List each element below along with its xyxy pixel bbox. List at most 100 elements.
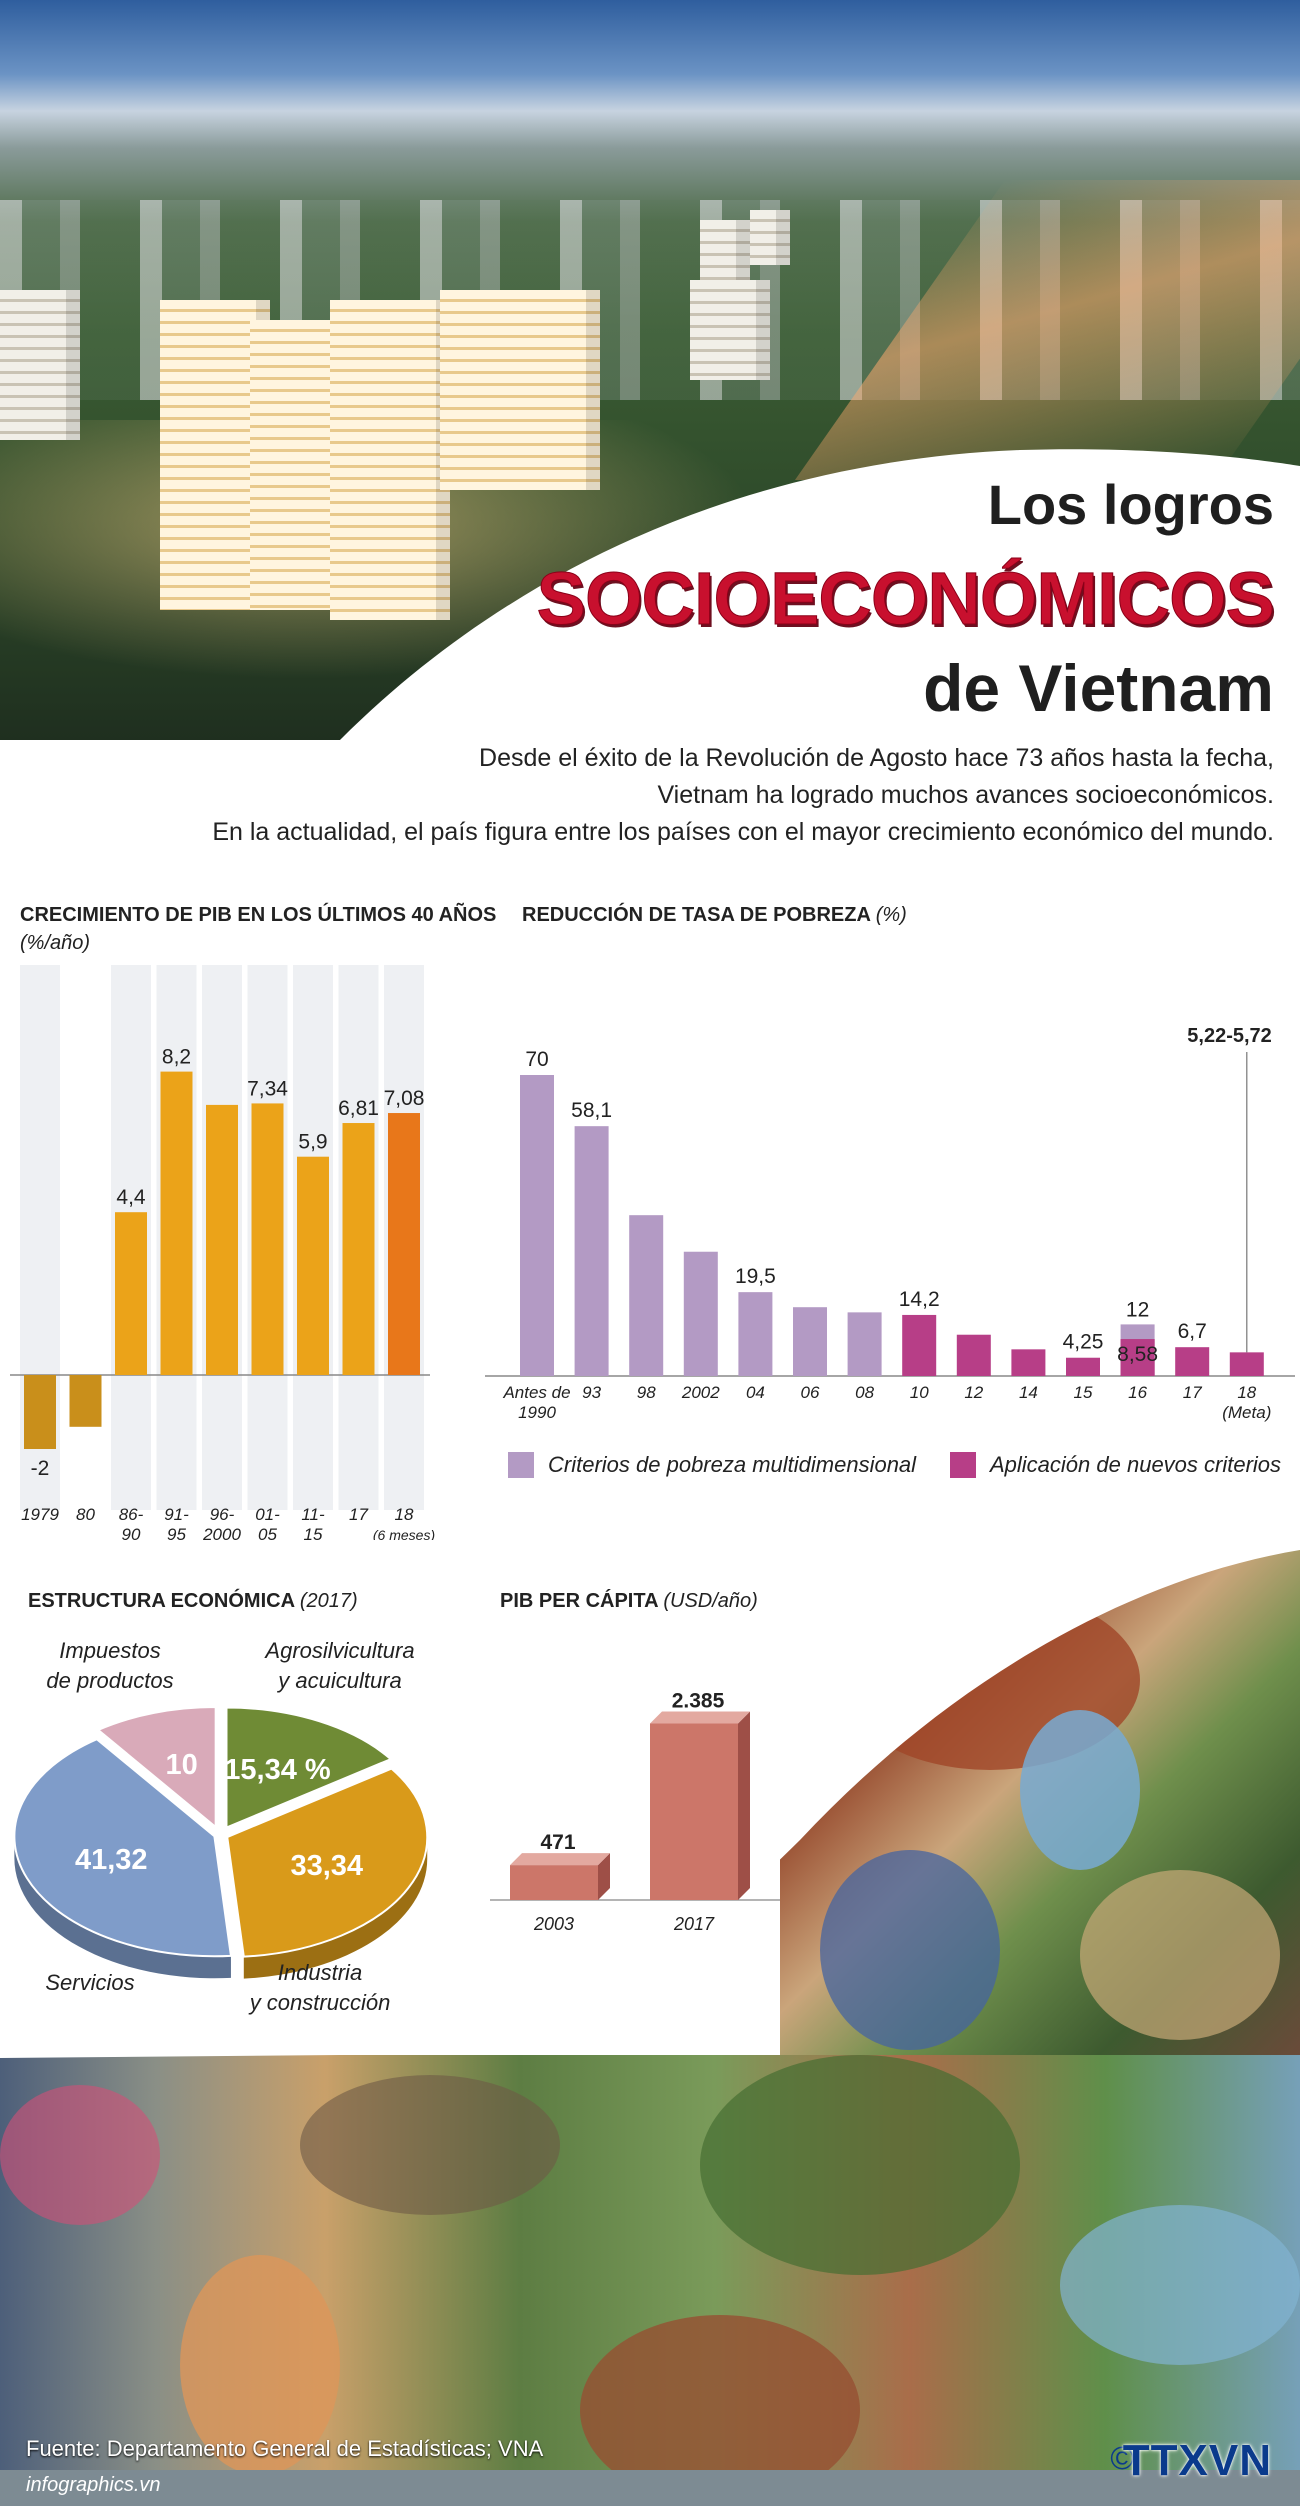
poverty-category-label: Antes de — [502, 1383, 570, 1402]
percapita-value-label: 2.385 — [672, 1690, 725, 1713]
structure-chart-year: (2017) — [299, 1590, 358, 1612]
intro-line: Vietnam ha logrado muchos avances socioe… — [657, 781, 1274, 809]
gdp-category-label: 15 — [304, 1525, 323, 1544]
poverty-bar — [574, 1126, 609, 1376]
gdp-bar — [388, 1113, 420, 1375]
gdp-chart-unit: (%/año) — [20, 932, 91, 954]
gdp-category-label: 80 — [76, 1505, 95, 1524]
poverty-value-label: 70 — [525, 1048, 548, 1071]
gdp-value-label: 6,81 — [338, 1097, 379, 1120]
poverty-bar — [1011, 1349, 1046, 1376]
percapita-bar-side — [598, 1853, 610, 1900]
poverty-bar — [1229, 1352, 1264, 1376]
gdp-category-label: 86- — [119, 1505, 144, 1524]
percapita-chart-unit: (USD/año) — [663, 1590, 758, 1612]
gdp-category-label: 2000 — [202, 1525, 241, 1544]
poverty-legend-swatch — [508, 1452, 534, 1478]
gdp-chart-title: CRECIMIENTO DE PIB EN LOS ÚLTIMOS 40 AÑO… — [20, 904, 497, 926]
gdp-category-label: 18 — [395, 1505, 414, 1524]
source-note: Fuente: Departamento General de Estadíst… — [26, 2436, 544, 2461]
pie-slice-side — [14, 1836, 231, 1979]
pie-category-label: de productos — [46, 1668, 173, 1693]
intro-paragraph: Desde el éxito de la Revolución de Agost… — [34, 740, 1274, 851]
poverty-bar — [1175, 1347, 1210, 1376]
gdp-value-label: 8,2 — [162, 1046, 191, 1069]
poverty-category-label: 16 — [1128, 1383, 1147, 1402]
poverty-bar — [1066, 1357, 1100, 1376]
poverty-category-label: 93 — [582, 1383, 601, 1402]
percapita-bar-top — [650, 1711, 750, 1724]
poverty-target-label: 5,22-5,72 — [1187, 1025, 1272, 1047]
gdp-value-label: 7,08 — [384, 1087, 425, 1110]
poverty-category-label: 2002 — [681, 1383, 720, 1402]
poverty-legend-swatch — [950, 1452, 976, 1478]
poverty-value-label: 4,25 — [1063, 1331, 1104, 1354]
rural-life-photo-collage — [0, 2055, 1300, 2506]
poverty-category-label: 14 — [1019, 1383, 1038, 1402]
poverty-bar — [902, 1314, 937, 1376]
gdp-value-label: 7,34 — [247, 1077, 288, 1100]
gdp-bar — [24, 1375, 56, 1449]
gdp-bar — [160, 1071, 193, 1375]
pie-slice — [96, 1706, 217, 1830]
poverty-value-label: 12 — [1126, 1298, 1149, 1321]
title-line-2: SOCIOECONÓMICOS — [536, 557, 1275, 641]
footer-url: infographics.vn — [26, 2474, 161, 2496]
percapita-bar-side — [738, 1711, 750, 1900]
gdp-value-label: -2 — [31, 1457, 50, 1480]
poverty-bar — [520, 1075, 554, 1376]
poverty-category-label: 15 — [1074, 1383, 1093, 1402]
pie-category-label: y acuicultura — [276, 1668, 402, 1693]
ttxvn-logo: TTXVN — [1122, 2436, 1272, 2485]
pie-category-label: Agrosilvicultura — [263, 1638, 414, 1663]
poverty-value-label: 8,58 — [1117, 1343, 1158, 1366]
poverty-bar — [956, 1334, 991, 1376]
poverty-legend-label: Criterios de pobreza multidimensional — [548, 1452, 917, 1477]
poverty-bar-overlay — [1120, 1339, 1155, 1376]
poverty-legend-label: Aplicación de nuevos criterios — [988, 1452, 1281, 1477]
poverty-bar — [793, 1307, 827, 1376]
pie-category-label: Servicios — [45, 1970, 134, 1995]
pie-slice — [226, 1767, 429, 1958]
poverty-bar — [738, 1292, 773, 1376]
poverty-chart-unit: (%) — [875, 904, 907, 926]
gdp-value-label: 5,9 — [298, 1131, 327, 1154]
gdp-bar — [251, 1103, 284, 1375]
poverty-value-label: 19,5 — [735, 1265, 776, 1288]
pie-value-label: 41,32 — [75, 1844, 148, 1876]
gdp-value-label: 4,4 — [116, 1186, 146, 1209]
gdp-category-label: 01- — [255, 1505, 280, 1524]
poverty-bar — [629, 1215, 664, 1376]
poverty-category-label: 17 — [1183, 1383, 1202, 1402]
poverty-chart-title: REDUCCIÓN DE TASA DE POBREZA (%) — [522, 904, 907, 927]
intro-line: En la actualidad, el país figura entre l… — [212, 818, 1274, 846]
poverty-category-label: 08 — [855, 1383, 874, 1402]
poverty-category-label: 06 — [801, 1383, 820, 1402]
gdp-bar — [69, 1375, 102, 1427]
gdp-category-label: 96- — [210, 1505, 235, 1524]
gdp-category-label: 90 — [122, 1525, 141, 1544]
poverty-bar — [683, 1251, 718, 1376]
economic-structure-pie: 15,34 % 33,34 41,32 10 Agrosilvicultura y acu… — [13, 1638, 429, 2015]
poverty-chart-title-text: REDUCCIÓN DE TASA DE POBREZA — [522, 904, 871, 926]
poverty-value-label: 6,7 — [1178, 1320, 1207, 1343]
poverty-category-label: 04 — [746, 1383, 765, 1402]
header-curve-mask — [0, 449, 1300, 900]
pie-value-label: 15,34 % — [224, 1754, 331, 1786]
poverty-value-label: 58,1 — [571, 1099, 612, 1122]
pie-value-label: 10 — [166, 1749, 198, 1781]
header-city-photo — [0, 0, 1300, 740]
percapita-value-label: 471 — [540, 1831, 575, 1854]
gdp-category-label: 1979 — [21, 1505, 59, 1524]
gdp-bar — [206, 1104, 238, 1375]
gdp-bar — [342, 1123, 375, 1375]
structure-chart-title: ESTRUCTURA ECONÓMICA (2017) — [28, 1590, 358, 1613]
gdp-category-label: 17 — [349, 1505, 368, 1524]
percapita-bar-top — [510, 1853, 610, 1866]
poverty-category-label: 10 — [910, 1383, 929, 1402]
poverty-category-label: 12 — [964, 1383, 983, 1402]
pie-category-label: Industria — [278, 1960, 362, 1985]
intro-line: Desde el éxito de la Revolución de Agost… — [479, 744, 1274, 772]
